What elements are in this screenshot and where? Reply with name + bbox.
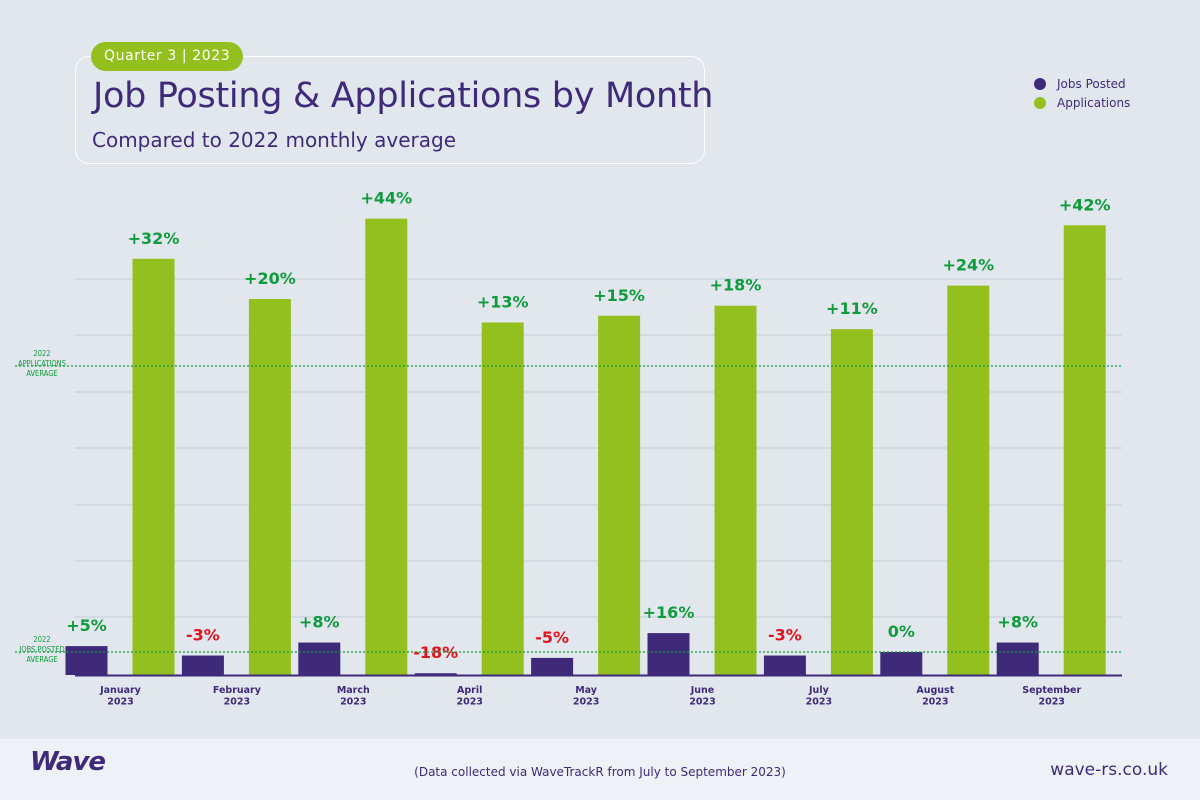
legend-label-applications: Applications: [1057, 95, 1131, 110]
bar-applications: [132, 258, 175, 675]
x-tick-label: April: [457, 685, 482, 696]
data-label-applications: +13%: [477, 292, 529, 311]
bar-applications: [365, 218, 408, 675]
legend-swatch-jobs-posted: [1034, 77, 1046, 90]
reference-label-applications: APPLICATIONS: [18, 359, 66, 368]
bar-applications: [947, 285, 990, 675]
data-label-jobs-posted: -3%: [768, 626, 802, 645]
data-label-jobs-posted: -5%: [535, 628, 569, 647]
data-label-applications: +42%: [1059, 195, 1111, 214]
bar-jobs-posted: [531, 657, 574, 675]
data-label-applications: +32%: [128, 229, 180, 248]
bar-jobs-posted: [880, 652, 923, 675]
data-label-applications: +18%: [710, 276, 762, 295]
reference-label-jobs-posted: JOBS POSTED: [18, 645, 64, 654]
x-tick-label: 2023: [107, 697, 133, 708]
wave-logo: Wave: [30, 747, 106, 777]
data-label-applications: +20%: [244, 269, 296, 288]
data-label-jobs-posted: +8%: [997, 613, 1038, 632]
bar-applications: [481, 322, 524, 675]
data-label-jobs-posted: -3%: [186, 626, 220, 645]
x-tick-label: 2023: [922, 697, 948, 708]
data-label-applications: +15%: [593, 286, 645, 305]
data-label-jobs-posted: +8%: [299, 613, 340, 632]
page-title: Job Posting & Applications by Month: [93, 76, 714, 116]
legend-item-jobs-posted: Jobs Posted: [1034, 74, 1130, 93]
data-label-applications: +24%: [942, 256, 994, 275]
title-card: [75, 56, 705, 164]
bar-jobs-posted: [181, 655, 224, 675]
legend-label-jobs-posted: Jobs Posted: [1057, 76, 1126, 91]
reference-label-jobs-posted: 2022: [33, 635, 50, 644]
data-label-applications: +44%: [360, 189, 412, 208]
reference-label-jobs-posted: AVERAGE: [26, 655, 57, 664]
bar-chart: +5%+32%January2023-3%+20%February2023+8%…: [15, 189, 1122, 708]
x-tick-label: June: [690, 685, 715, 696]
x-tick-label: 2023: [806, 697, 832, 708]
x-tick-label: July: [808, 685, 830, 696]
x-tick-label: 2023: [689, 697, 715, 708]
x-tick-label: September: [1022, 685, 1081, 696]
quarter-pill: Quarter 3 | 2023: [91, 42, 244, 71]
bar-applications: [830, 329, 873, 675]
x-tick-label: February: [213, 685, 262, 696]
data-label-jobs-posted: +5%: [66, 616, 107, 635]
chart-legend: Jobs Posted Applications: [1034, 74, 1130, 112]
bar-jobs-posted: [647, 633, 690, 675]
bar-applications: [248, 299, 291, 675]
legend-item-applications: Applications: [1034, 93, 1130, 112]
site-url[interactable]: wave-rs.co.uk: [1050, 760, 1168, 780]
bar-jobs-posted: [65, 646, 108, 675]
data-label-jobs-posted: +16%: [643, 603, 695, 622]
x-tick-label: March: [337, 685, 370, 696]
bar-jobs-posted: [763, 655, 806, 675]
x-tick-label: 2023: [224, 697, 250, 708]
data-label-applications: +11%: [826, 299, 878, 318]
x-tick-label: January: [99, 685, 142, 696]
bar-applications: [598, 315, 641, 675]
x-tick-label: August: [916, 685, 954, 696]
legend-swatch-applications: [1034, 96, 1046, 109]
x-tick-label: 2023: [573, 697, 599, 708]
x-tick-label: 2023: [340, 697, 366, 708]
data-label-jobs-posted: -18%: [413, 643, 458, 662]
page-subtitle: Compared to 2022 monthly average: [92, 128, 457, 152]
reference-label-applications: AVERAGE: [26, 369, 57, 378]
footer: Wave (Data collected via WaveTrackR from…: [0, 739, 1200, 800]
bar-applications: [1063, 225, 1106, 676]
bar-applications: [714, 305, 757, 675]
bar-jobs-posted: [298, 642, 341, 675]
data-label-jobs-posted: 0%: [888, 622, 915, 641]
source-note: (Data collected via WaveTrackR from July…: [414, 765, 786, 779]
x-tick-label: 2023: [1038, 697, 1064, 708]
x-tick-label: 2023: [456, 697, 482, 708]
bar-jobs-posted: [414, 673, 457, 675]
bar-jobs-posted: [996, 642, 1039, 675]
x-tick-label: May: [575, 685, 598, 696]
reference-label-applications: 2022: [33, 349, 50, 358]
